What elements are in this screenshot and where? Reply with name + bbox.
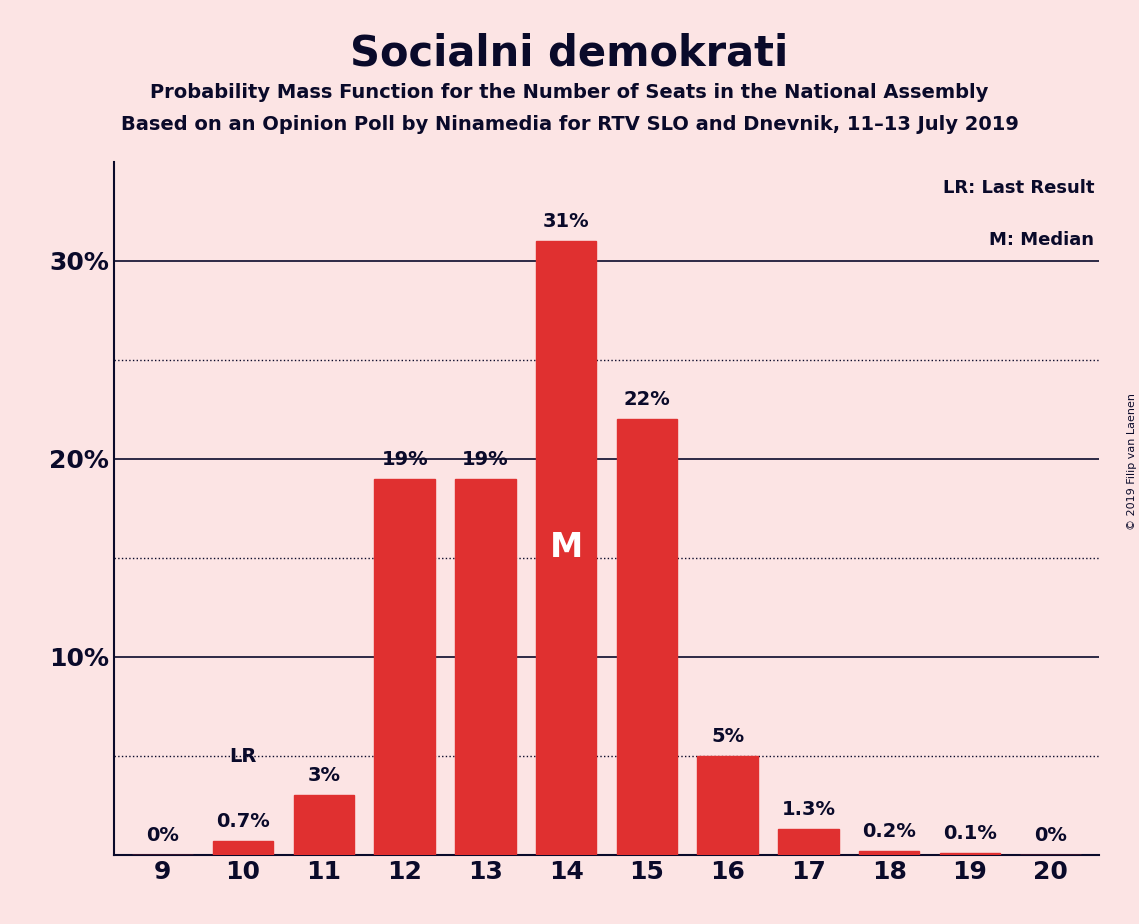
Text: 19%: 19% — [462, 450, 509, 468]
Text: Based on an Opinion Poll by Ninamedia for RTV SLO and Dnevnik, 11–13 July 2019: Based on an Opinion Poll by Ninamedia fo… — [121, 116, 1018, 135]
Text: 19%: 19% — [382, 450, 428, 468]
Text: 1.3%: 1.3% — [781, 800, 835, 819]
Bar — [778, 829, 838, 855]
Text: M: Median: M: Median — [989, 231, 1095, 249]
Bar — [940, 853, 1000, 855]
Text: 22%: 22% — [623, 390, 670, 409]
Bar — [213, 841, 273, 855]
Text: 5%: 5% — [711, 727, 744, 746]
Bar — [456, 479, 516, 855]
Text: 0%: 0% — [1034, 826, 1067, 845]
Text: © 2019 Filip van Laenen: © 2019 Filip van Laenen — [1126, 394, 1137, 530]
Bar — [535, 241, 597, 855]
Text: 0.2%: 0.2% — [862, 821, 916, 841]
Text: 31%: 31% — [543, 212, 590, 231]
Text: Probability Mass Function for the Number of Seats in the National Assembly: Probability Mass Function for the Number… — [150, 83, 989, 103]
Text: M: M — [549, 531, 583, 565]
Bar — [697, 756, 757, 855]
Text: 0%: 0% — [146, 826, 179, 845]
Text: 0.1%: 0.1% — [943, 824, 997, 843]
Bar — [859, 851, 919, 855]
Text: LR: LR — [229, 747, 256, 766]
Bar — [616, 419, 678, 855]
Bar — [294, 796, 354, 855]
Text: Socialni demokrati: Socialni demokrati — [351, 32, 788, 74]
Text: LR: Last Result: LR: Last Result — [943, 179, 1095, 197]
Text: 3%: 3% — [308, 766, 341, 785]
Text: 0.7%: 0.7% — [216, 812, 270, 831]
Bar — [375, 479, 435, 855]
